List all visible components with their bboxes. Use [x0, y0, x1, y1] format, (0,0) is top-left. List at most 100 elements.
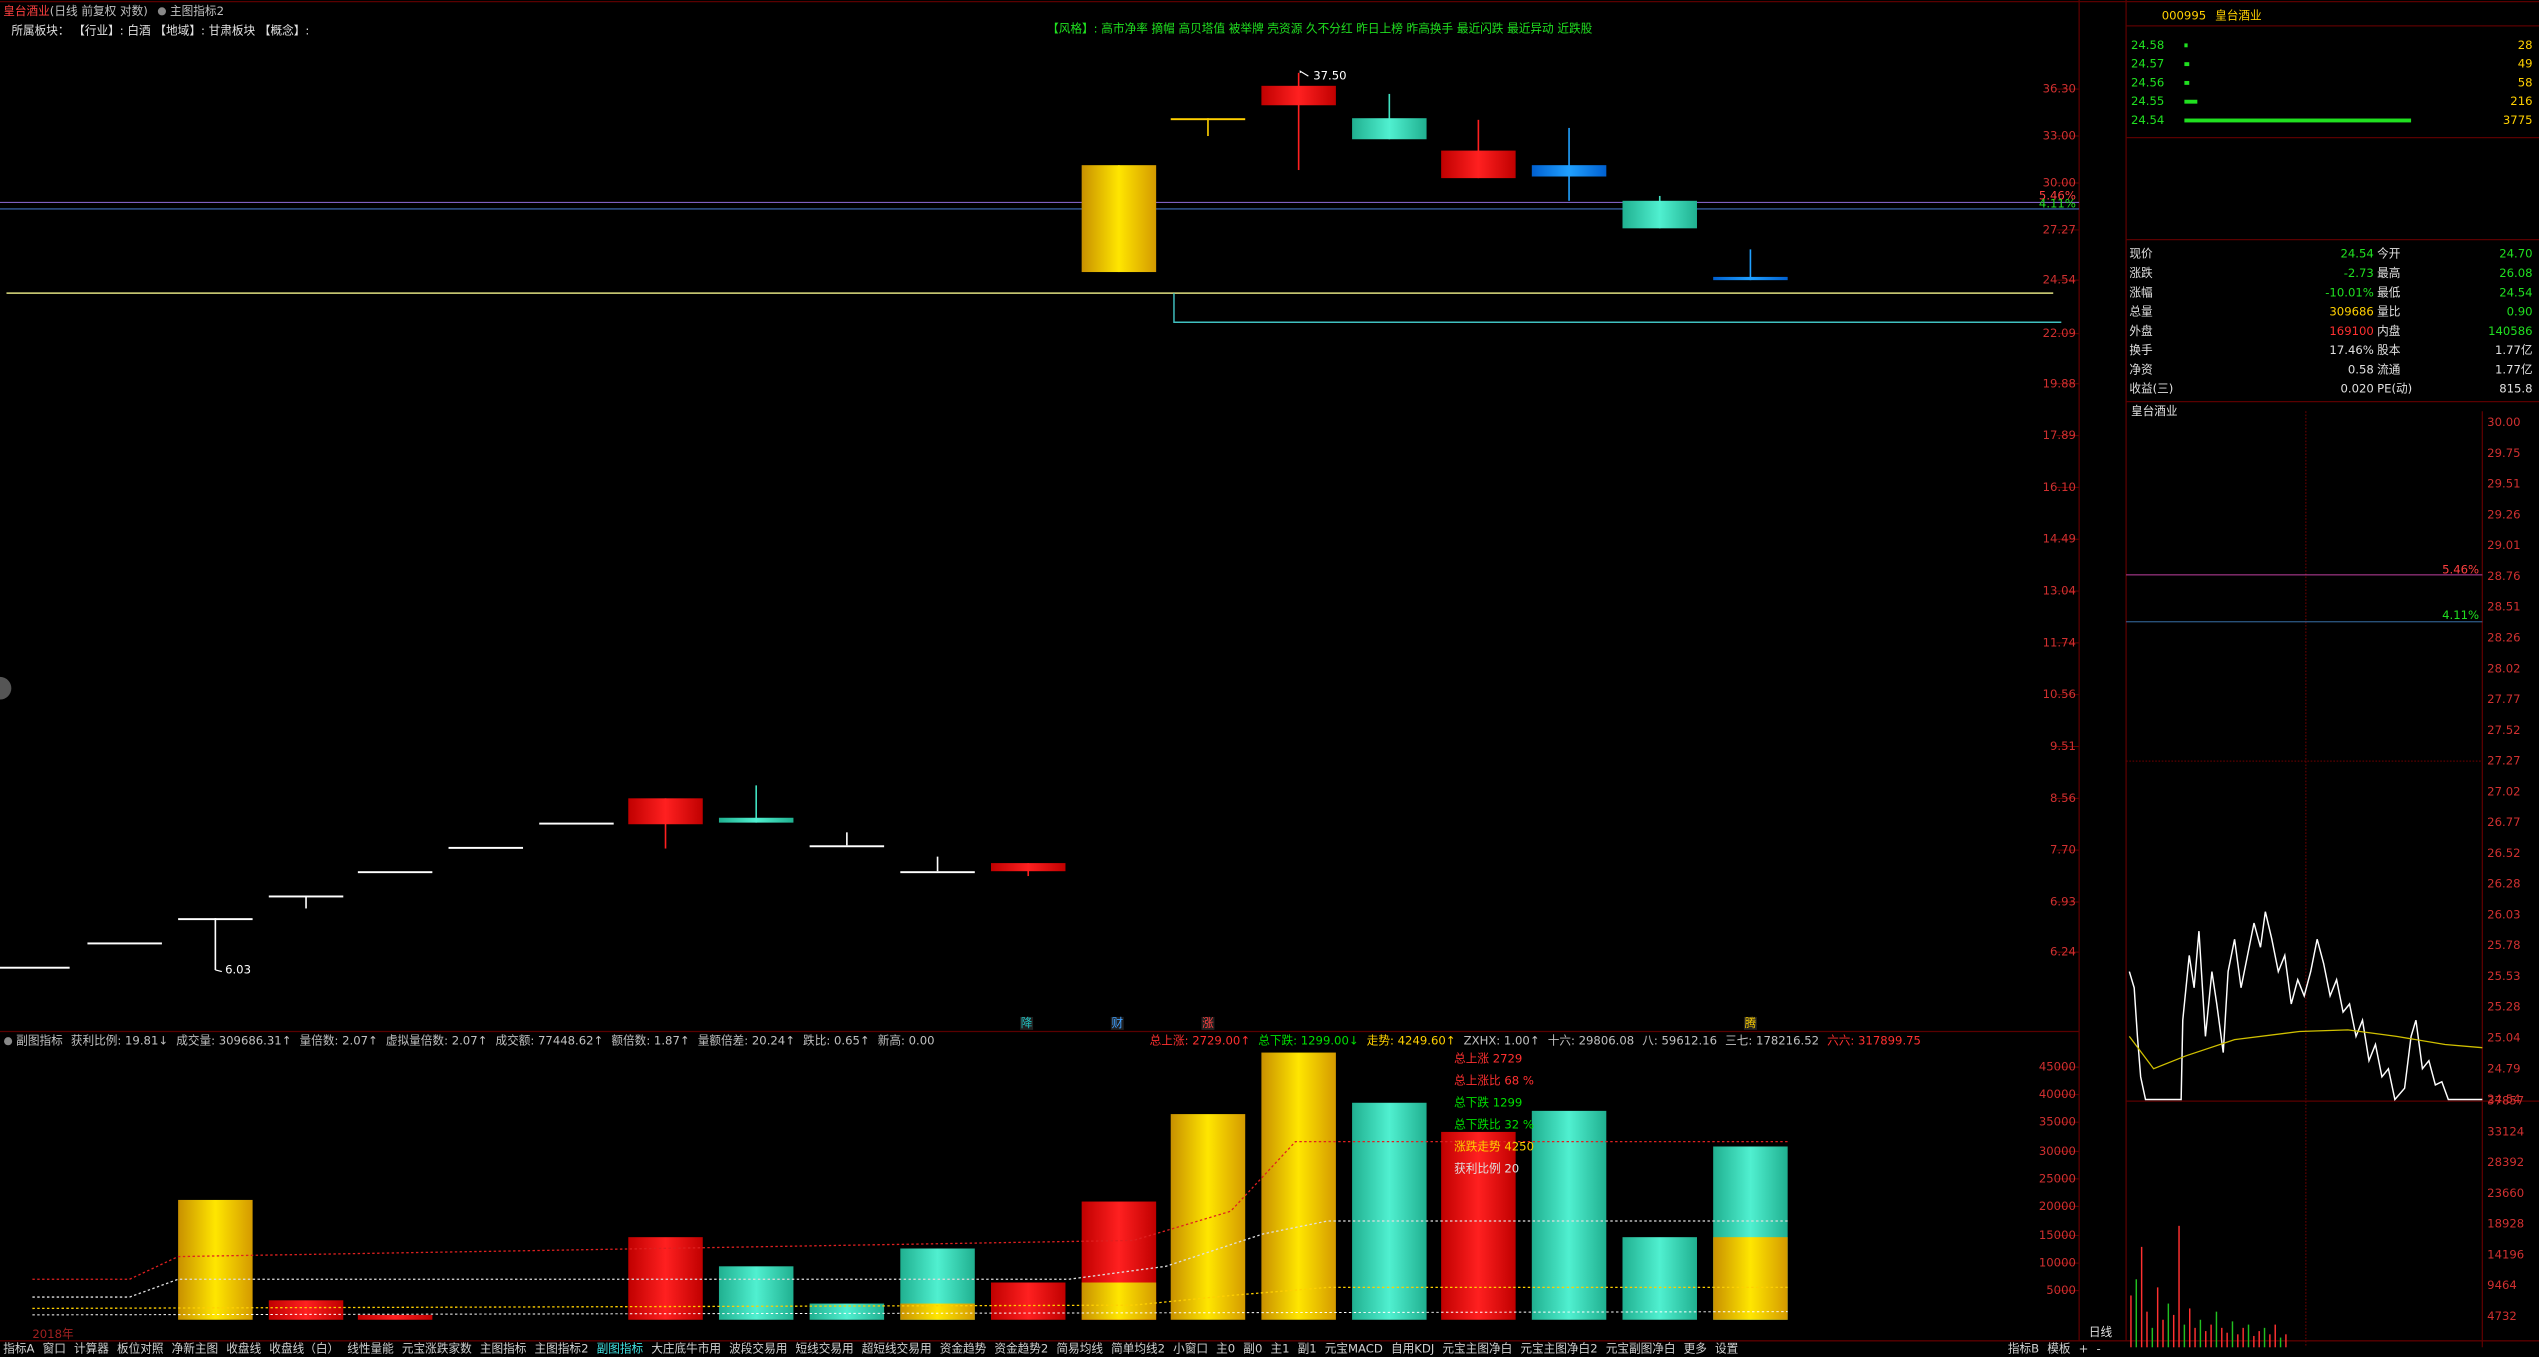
quote-cell: 外盘: [2129, 324, 2153, 338]
volume-bar: [628, 1237, 703, 1320]
candle-body: [1622, 200, 1697, 229]
quote-cell: 最低: [2377, 285, 2401, 299]
candle-body: [0, 966, 70, 969]
tab[interactable]: 副1: [1298, 1341, 1317, 1355]
tab[interactable]: 净新主图: [172, 1341, 219, 1355]
quote-cell: 140586: [2488, 324, 2532, 338]
intraday-price-label: 27.77: [2487, 692, 2520, 706]
tab[interactable]: 窗口: [43, 1341, 66, 1355]
quote-cell: 24.54: [2341, 247, 2374, 261]
tab[interactable]: 计算器: [74, 1341, 109, 1355]
tab[interactable]: -: [2096, 1341, 2100, 1355]
intraday-price-label: 28.02: [2487, 661, 2520, 675]
intraday-volume-label: 14196: [2487, 1247, 2524, 1261]
tab[interactable]: 短线交易用: [795, 1341, 853, 1355]
sub-header-item: 成交额: 77448.62↑: [495, 1034, 603, 1048]
price-axis-label: 36.30: [2043, 82, 2076, 96]
tab[interactable]: 主0: [1216, 1341, 1235, 1355]
candle-body: [1713, 276, 1788, 281]
tab[interactable]: 简易均线: [1056, 1341, 1103, 1355]
tab[interactable]: 指标B: [2008, 1341, 2039, 1355]
sub-header-item: ZXHX: 1.00↑: [1464, 1034, 1540, 1048]
tab[interactable]: 简单均线2: [1111, 1341, 1165, 1355]
tab[interactable]: 设置: [1715, 1341, 1738, 1355]
quote-cell: 1.77亿: [2495, 343, 2533, 357]
bid-volume: 216: [2510, 94, 2532, 108]
sub-note: 涨跌走势 4250: [1454, 1140, 1534, 1154]
candle-body: [628, 798, 703, 825]
quote-cell: 0.58: [2348, 362, 2374, 376]
sub-header-item: 跌比: 0.65↑: [803, 1034, 870, 1048]
indicator-dot: [157, 7, 166, 16]
tab[interactable]: 主图指标: [480, 1341, 527, 1355]
candle-body: [1352, 118, 1427, 140]
high-label: 37.50: [1313, 69, 1346, 83]
tab[interactable]: 超短线交易用: [862, 1341, 932, 1355]
candle-body: [1441, 150, 1516, 179]
bid-price: 24.55: [2131, 94, 2164, 108]
intraday-price-label: 28.26: [2487, 631, 2520, 645]
quote-cell: 24.70: [2499, 247, 2532, 261]
tab[interactable]: 收盘线: [226, 1341, 261, 1355]
tab[interactable]: 元宝副图净白: [1606, 1341, 1676, 1355]
tab[interactable]: 元宝主图净白2: [1520, 1341, 1597, 1355]
candle-body: [900, 871, 975, 874]
tab[interactable]: 线性量能: [347, 1341, 394, 1355]
tab[interactable]: 主图指标2: [535, 1341, 589, 1355]
bid-volume: 58: [2518, 75, 2533, 89]
intraday-price-label: 24.79: [2487, 1061, 2520, 1075]
price-axis-label: 30.00: [2043, 175, 2076, 189]
quote-cell: 24.54: [2499, 285, 2532, 299]
tab[interactable]: 资金趋势: [940, 1341, 987, 1355]
indicator-name: 主图指标2: [170, 4, 224, 18]
bid-bar: [2184, 43, 2188, 48]
volume-axis-label: 45000: [2039, 1060, 2076, 1074]
year-label: 2018年: [32, 1327, 74, 1341]
quote-cell: -10.01%: [2325, 285, 2374, 299]
volume-bar: [1531, 1110, 1607, 1320]
tab[interactable]: 元宝MACD: [1325, 1341, 1383, 1355]
quote-cell: 815.8: [2499, 382, 2532, 396]
quote-cell: 169100: [2329, 324, 2373, 338]
candle-body: [178, 918, 253, 921]
tab[interactable]: 元宝主图净白: [1442, 1341, 1512, 1355]
quote-cell: PE(动): [2377, 382, 2412, 396]
tab[interactable]: 波段交易用: [729, 1341, 787, 1355]
high-marker: [1299, 70, 1309, 77]
volume-axis-label: 30000: [2039, 1144, 2076, 1158]
sub-header-item: 总下跌: 1299.00↓: [1258, 1034, 1358, 1048]
quote-cell: 净资: [2129, 362, 2153, 376]
event-marker-bg: [1201, 1016, 1215, 1030]
candle-body: [1261, 85, 1336, 106]
candle-body: [1081, 165, 1157, 273]
tab[interactable]: 指标A: [3, 1341, 34, 1355]
intraday-price-label: 25.53: [2487, 969, 2520, 983]
intraday-price-label: 26.52: [2487, 846, 2520, 860]
tab[interactable]: +: [2079, 1341, 2089, 1355]
tab[interactable]: 更多: [1684, 1341, 1707, 1355]
price-axis-label: 7.70: [2050, 843, 2076, 857]
candle-body: [539, 822, 614, 825]
trend-line: [32, 1140, 1788, 1280]
tab[interactable]: 副0: [1243, 1341, 1262, 1355]
candle-body: [990, 863, 1066, 872]
quote-cell: 最高: [2377, 266, 2400, 280]
sub-header-item: 额倍数: 1.87↑: [611, 1034, 689, 1048]
tab[interactable]: 板位对照: [117, 1341, 164, 1355]
tab[interactable]: 大庄底牛市用: [651, 1341, 721, 1355]
tab[interactable]: 副图指标: [597, 1341, 644, 1355]
volume-axis-label: 10000: [2039, 1256, 2076, 1270]
sub-dot: [4, 1037, 13, 1046]
sub-header-item: 量倍数: 2.07↑: [300, 1034, 378, 1048]
tab[interactable]: 自用KDJ: [1391, 1341, 1434, 1355]
tab[interactable]: 资金趋势2: [994, 1341, 1048, 1355]
intraday-price-label: 28.76: [2487, 569, 2520, 583]
quote-cell: 总量: [2129, 305, 2153, 319]
tab[interactable]: 收盘线（白）: [269, 1341, 339, 1355]
tab[interactable]: 主1: [1270, 1341, 1289, 1355]
intraday-name: 皇台酒业: [2131, 404, 2178, 418]
tab[interactable]: 模板: [2047, 1341, 2071, 1355]
tab[interactable]: 小窗口: [1173, 1341, 1208, 1355]
intraday-price-label: 26.28: [2487, 877, 2520, 891]
tab[interactable]: 元宝涨跌家数: [402, 1341, 472, 1355]
